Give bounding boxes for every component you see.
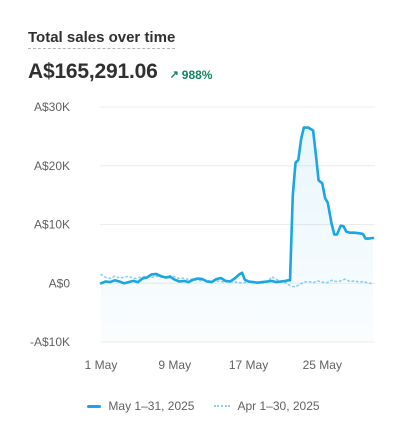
legend-item-current[interactable]: May 1–31, 2025: [87, 399, 194, 413]
x-tick-label: 17 May: [229, 358, 268, 372]
total-sales-value: A$165,291.06: [28, 60, 158, 83]
legend-swatch-solid: [87, 404, 102, 408]
series-layer: [99, 126, 375, 342]
delta-badge: ↗ 988%: [170, 68, 213, 82]
series-area-current: [101, 127, 373, 342]
y-tick-label: A$30K: [34, 100, 70, 114]
y-tick-label: A$20K: [34, 159, 70, 173]
y-tick-label: A$10K: [34, 218, 70, 232]
card-title[interactable]: Total sales over time: [28, 29, 176, 49]
x-axis: 1 May 9 May 17 May 25 May: [85, 358, 342, 372]
x-tick-label: 1 May: [85, 358, 118, 372]
legend-label-current: May 1–31, 2025: [108, 399, 195, 413]
delta-value: 988%: [181, 67, 213, 82]
legend-item-previous[interactable]: Apr 1–30, 2025: [214, 399, 320, 413]
series-line-current[interactable]: [99, 126, 375, 285]
total-row: A$165,291.06 ↗ 988%: [28, 60, 212, 84]
legend-swatch-dotted: [214, 405, 231, 407]
y-tick-label: -A$10K: [30, 335, 70, 349]
arrow-up-right-icon: ↗: [169, 69, 179, 81]
x-tick-label: 9 May: [158, 358, 191, 372]
legend: May 1–31, 2025 Apr 1–30, 2025: [0, 399, 407, 413]
legend-label-previous: Apr 1–30, 2025: [237, 399, 320, 413]
x-tick-label: 25 May: [303, 358, 342, 372]
y-axis: A$30K A$20K A$10K A$0 -A$10K: [30, 100, 70, 349]
y-tick-label: A$0: [49, 276, 71, 290]
